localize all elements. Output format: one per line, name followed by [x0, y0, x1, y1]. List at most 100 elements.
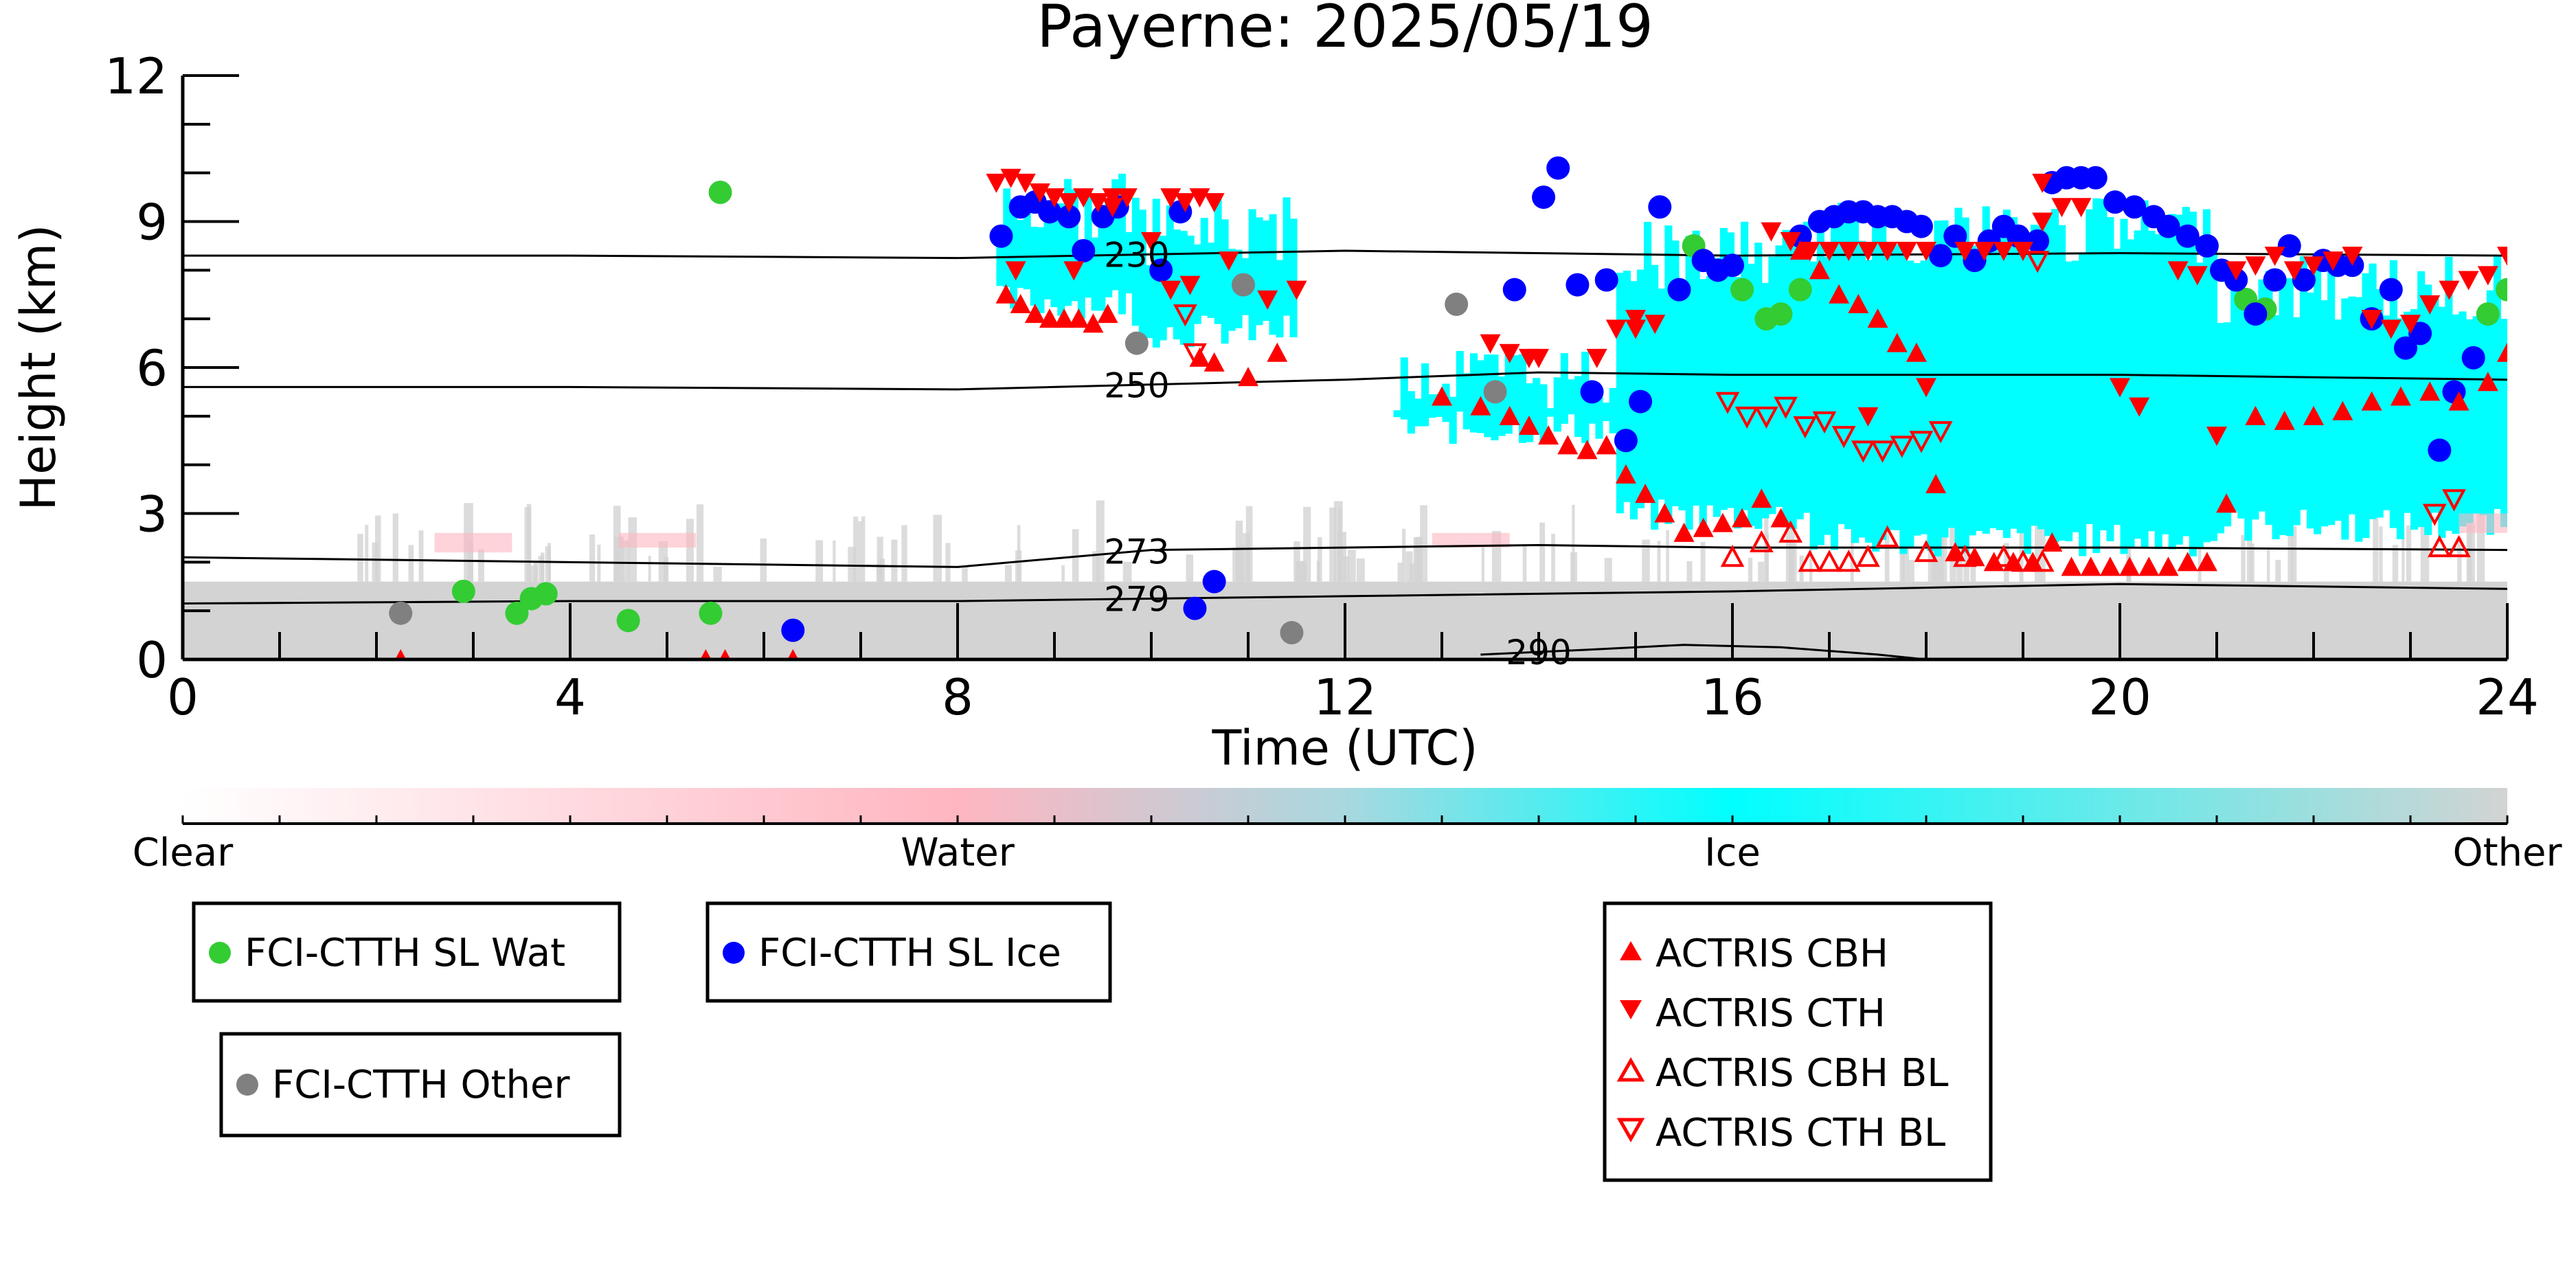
point-fci-ctth-sl-ice: [2195, 234, 2219, 258]
other-speckle: [1884, 523, 1890, 582]
ice-cloud-column: [1526, 383, 1534, 442]
colorbar-label-clear: Clear: [133, 831, 234, 875]
point-actris-cbh: [1770, 508, 1792, 528]
ice-cloud-column: [1796, 240, 1804, 520]
point-actris-cth: [1780, 231, 1801, 251]
point-actris-cth: [2361, 310, 2382, 330]
ice-cloud-column: [2465, 319, 2474, 523]
point-actris-cth: [1761, 222, 1782, 242]
ice-cloud-column: [1816, 225, 1824, 545]
contour-label-279: 279: [1104, 580, 1169, 620]
other-speckle: [696, 504, 704, 582]
ice-cloud-column: [1782, 229, 1790, 523]
point-actris-cbh: [2216, 493, 2237, 513]
other-speckle: [1416, 536, 1423, 582]
point-actris-cth: [2051, 198, 2072, 218]
point-actris-cth: [2032, 212, 2053, 232]
point-fci-ctth-other: [1280, 621, 1304, 645]
point-actris-cth: [1029, 183, 1050, 203]
ice-cloud-column: [2403, 311, 2411, 513]
legend-label-cbh: ACTRIS CBH: [1656, 931, 1888, 976]
other-speckle: [1809, 519, 1813, 582]
point-actris-cth: [1480, 334, 1501, 354]
water-patch: [1432, 532, 1510, 548]
point-actris-cbh: [1886, 332, 1908, 352]
point-actris-cth-bl: [1909, 431, 1934, 453]
point-actris-cth: [1204, 193, 1225, 213]
other-speckle: [879, 558, 885, 582]
ice-cloud-column: [1159, 236, 1167, 341]
ice-cloud-column: [1393, 410, 1401, 418]
contour-line-273: [183, 544, 2507, 568]
point-actris-cbh: [1615, 464, 1636, 484]
ice-cloud-column: [2189, 212, 2197, 556]
other-speckle: [1122, 561, 1132, 582]
other-speckle: [2291, 526, 2297, 582]
point-actris-cbh: [2158, 556, 2179, 576]
other-speckle: [1789, 542, 1797, 582]
other-speckle: [1686, 561, 1693, 582]
point-fci-ctth-sl-ice: [1614, 429, 1638, 453]
ice-cloud-column: [1775, 245, 1783, 507]
point-actris-cth-bl: [1183, 343, 1207, 365]
point-actris-cbh: [2080, 556, 2101, 576]
point-actris-cth: [2129, 397, 2150, 417]
ice-cloud-column: [1050, 216, 1059, 308]
point-actris-cth: [2400, 315, 2421, 335]
ice-cloud-column: [1118, 173, 1126, 315]
other-speckle: [392, 513, 398, 582]
point-fci-ctth-sl-ice: [2244, 302, 2268, 326]
ice-cloud-column: [2182, 207, 2190, 536]
other-speckle: [853, 517, 859, 582]
other-speckle: [1481, 545, 1484, 582]
ice-cloud-column: [2355, 297, 2363, 542]
plot-area: [183, 156, 2507, 659]
ice-cloud-column: [1214, 198, 1222, 324]
other-speckle: [365, 524, 369, 582]
point-fci-ctth-sl-ice: [2428, 438, 2452, 462]
ice-cloud-column: [1699, 279, 1707, 529]
ice-cloud-column: [1961, 217, 1969, 553]
ice-cloud-column: [1741, 221, 1749, 510]
point-fci-ctth-sl-ice: [1909, 214, 1933, 238]
other-speckle: [1666, 530, 1669, 582]
ice-cloud-column: [1539, 384, 1548, 443]
other-speckle: [1642, 539, 1650, 582]
point-fci-ctth-sl-ice: [1648, 195, 1672, 219]
point-fci-ctth-sl-ice: [1202, 569, 1226, 594]
point-actris-cth: [1528, 348, 1549, 368]
colorbar: Clear Water Ice Other: [133, 788, 2562, 875]
ice-cloud-column: [2016, 234, 2024, 534]
ice-cloud-column: [2140, 200, 2149, 548]
contour-label-230: 230: [1104, 236, 1169, 275]
y-tick-label: 12: [104, 47, 168, 105]
point-actris-cth: [2226, 261, 2247, 281]
ice-cloud-column: [1865, 260, 1873, 543]
other-speckle: [1293, 541, 1300, 582]
other-speckle: [2035, 504, 2042, 582]
ice-cloud-column: [1498, 376, 1506, 436]
ice-cloud-column: [1934, 221, 1942, 557]
ice-cloud-column: [2065, 261, 2073, 541]
other-speckle: [1604, 558, 1612, 582]
point-actris-cth: [1586, 348, 1607, 368]
point-fci-ctth-sl-wat: [708, 181, 732, 204]
other-speckle: [2266, 549, 2270, 582]
other-speckle: [2275, 560, 2281, 582]
other-speckle: [833, 540, 836, 582]
point-actris-cth-bl: [1735, 406, 1759, 429]
ice-cloud-column: [2175, 214, 2183, 545]
point-actris-cbh: [1654, 503, 1675, 523]
ice-cloud-column: [1546, 408, 1555, 417]
point-actris-cth: [1896, 242, 1917, 261]
ice-cloud-column: [1830, 207, 1838, 550]
temperature-contours: [183, 249, 2507, 659]
point-actris-cth-bl: [1890, 436, 1914, 458]
legend-label-ice: FCI-CTTH SL Ice: [758, 931, 1061, 975]
point-actris-cth: [1116, 188, 1138, 208]
point-actris-cbh: [1470, 396, 1491, 416]
legend-fci-ice: FCI-CTTH SL Ice: [705, 901, 1112, 1003]
ice-cloud-column: [1899, 247, 1908, 554]
point-actris-cth: [2070, 198, 2092, 218]
ice-cloud-column: [1010, 199, 1018, 309]
